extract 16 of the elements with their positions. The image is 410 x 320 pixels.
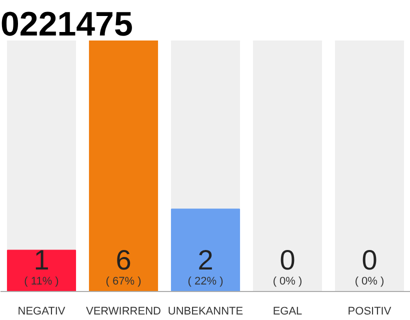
x-tick-label: POSITIV	[348, 306, 392, 318]
x-tick-label: VERWIRREND	[86, 306, 162, 318]
x-tick-label: EGAL	[272, 306, 302, 318]
data-label: ( 0% )	[272, 276, 302, 288]
data-label: ( 11% )	[24, 276, 59, 288]
annotation: 0	[280, 244, 296, 276]
chart-title: 0221475	[0, 6, 133, 44]
data-label: ( 22% )	[188, 276, 224, 288]
annotation: 0	[362, 244, 378, 276]
annotation: 2	[198, 244, 214, 276]
data-label: ( 0% )	[354, 276, 384, 288]
x-tick-label: NEGATIV	[18, 306, 66, 318]
x-tick-label: UNBEKANNTE	[168, 306, 244, 318]
data-label: ( 67% )	[106, 276, 142, 288]
annotation: 1	[34, 244, 50, 276]
annotation: 6	[116, 244, 132, 276]
